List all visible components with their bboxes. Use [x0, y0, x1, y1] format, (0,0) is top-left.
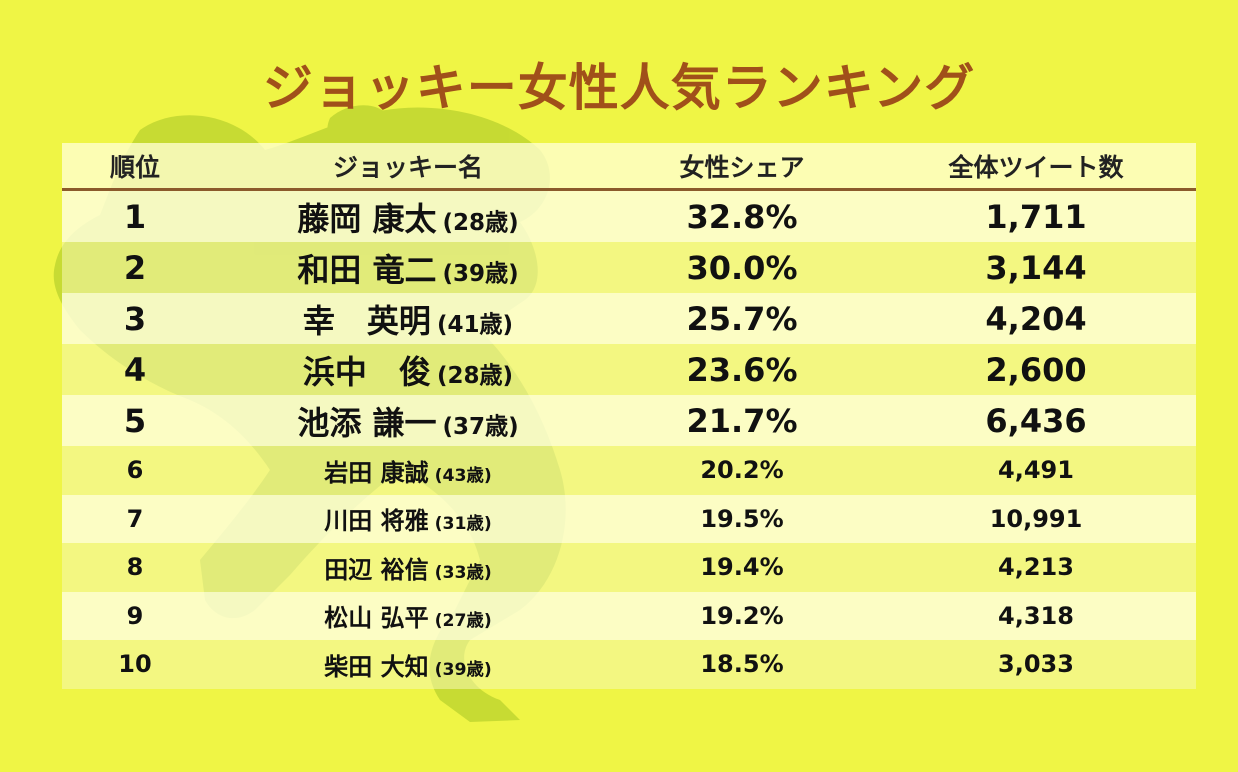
jockey-name: 川田 将雅	[324, 507, 429, 536]
jockey-name-cell: 川田 将雅 (31歳)	[208, 494, 608, 543]
total-tweets-cell: 2,600	[876, 344, 1196, 395]
total-tweets-cell: 4,213	[876, 543, 1196, 592]
female-share-cell: 25.7%	[608, 293, 876, 344]
rank-cell: 5	[62, 395, 208, 446]
jockey-name-cell: 藤岡 康太 (28歳)	[208, 189, 608, 242]
rank-cell: 9	[62, 591, 208, 640]
jockey-name-cell: 浜中 俊 (28歳)	[208, 344, 608, 395]
jockey-name-cell: 岩田 康誠 (43歳)	[208, 446, 608, 495]
female-share-cell: 32.8%	[608, 189, 876, 242]
rank-cell: 7	[62, 494, 208, 543]
jockey-name: 柴田 大知	[324, 652, 429, 681]
jockey-name-cell: 田辺 裕信 (33歳)	[208, 543, 608, 592]
total-tweets-cell: 6,436	[876, 395, 1196, 446]
jockey-name-cell: 柴田 大知 (39歳)	[208, 640, 608, 689]
total-tweets-cell: 3,144	[876, 242, 1196, 293]
table-row: 8 田辺 裕信 (33歳) 19.4% 4,213	[62, 543, 1196, 592]
rank-cell: 8	[62, 543, 208, 592]
total-tweets-cell: 4,491	[876, 446, 1196, 495]
female-share-cell: 20.2%	[608, 446, 876, 495]
jockey-name-cell: 幸 英明 (41歳)	[208, 293, 608, 344]
header-jockey-name: ジョッキー名	[208, 143, 608, 191]
table-row: 9 松山 弘平 (27歳) 19.2% 4,318	[62, 591, 1196, 640]
jockey-name: 和田 竜二	[297, 250, 437, 289]
jockey-name: 幸 英明	[302, 301, 431, 340]
table-body: 1 藤岡 康太 (28歳) 32.8% 1,711 2 和田 竜二 (39歳) 30.0% 3,1…	[62, 189, 1196, 689]
jockey-age: (31歳)	[434, 514, 492, 535]
jockey-name: 池添 謙一	[297, 403, 437, 442]
jockey-age: (33歳)	[434, 562, 492, 583]
jockey-age: (28歳)	[436, 362, 514, 389]
rank-cell: 10	[62, 640, 208, 689]
ranking-table: 順位 ジョッキー名 女性シェア 全体ツイート数 1 藤岡 康太 (28歳) 32.8%…	[62, 143, 1196, 689]
table-row: 1 藤岡 康太 (28歳) 32.8% 1,711	[62, 189, 1196, 242]
total-tweets-cell: 10,991	[876, 494, 1196, 543]
table-header-row: 順位 ジョッキー名 女性シェア 全体ツイート数	[62, 143, 1196, 191]
jockey-name-cell: 池添 謙一 (37歳)	[208, 395, 608, 446]
female-share-cell: 19.4%	[608, 543, 876, 592]
total-tweets-cell: 1,711	[876, 189, 1196, 242]
female-share-cell: 30.0%	[608, 242, 876, 293]
header-rank: 順位	[62, 143, 208, 191]
jockey-name: 藤岡 康太	[297, 199, 437, 238]
table-row: 5 池添 謙一 (37歳) 21.7% 6,436	[62, 395, 1196, 446]
rank-cell: 2	[62, 242, 208, 293]
female-share-cell: 23.6%	[608, 344, 876, 395]
jockey-name: 浜中 俊	[302, 352, 431, 391]
rank-cell: 3	[62, 293, 208, 344]
page-title: ジョッキー女性人気ランキング	[262, 59, 976, 117]
jockey-name-cell: 和田 竜二 (39歳)	[208, 242, 608, 293]
table-row: 7 川田 将雅 (31歳) 19.5% 10,991	[62, 494, 1196, 543]
table-row: 10 柴田 大知 (39歳) 18.5% 3,033	[62, 640, 1196, 689]
jockey-name-cell: 松山 弘平 (27歳)	[208, 591, 608, 640]
female-share-cell: 18.5%	[608, 640, 876, 689]
header-total-tweets: 全体ツイート数	[876, 143, 1196, 191]
header-female-share: 女性シェア	[608, 143, 876, 191]
rank-cell: 6	[62, 446, 208, 495]
jockey-name: 岩田 康誠	[324, 458, 429, 487]
jockey-age: (28歳)	[442, 209, 519, 236]
rank-cell: 4	[62, 344, 208, 395]
jockey-name: 田辺 裕信	[324, 555, 429, 584]
table-row: 2 和田 竜二 (39歳) 30.0% 3,144	[62, 242, 1196, 293]
total-tweets-cell: 3,033	[876, 640, 1196, 689]
table-row: 4 浜中 俊 (28歳) 23.6% 2,600	[62, 344, 1196, 395]
jockey-age: (37歳)	[442, 413, 519, 440]
female-share-cell: 19.5%	[608, 494, 876, 543]
jockey-age: (39歳)	[442, 260, 519, 287]
total-tweets-cell: 4,204	[876, 293, 1196, 344]
rank-cell: 1	[62, 189, 208, 242]
table-row: 6 岩田 康誠 (43歳) 20.2% 4,491	[62, 446, 1196, 495]
female-share-cell: 21.7%	[608, 395, 876, 446]
jockey-age: (39歳)	[434, 659, 492, 680]
jockey-name: 松山 弘平	[324, 604, 429, 633]
female-share-cell: 19.2%	[608, 591, 876, 640]
jockey-age: (43歳)	[434, 465, 492, 486]
jockey-age: (41歳)	[436, 311, 514, 338]
jockey-age: (27歳)	[434, 611, 492, 632]
total-tweets-cell: 4,318	[876, 591, 1196, 640]
